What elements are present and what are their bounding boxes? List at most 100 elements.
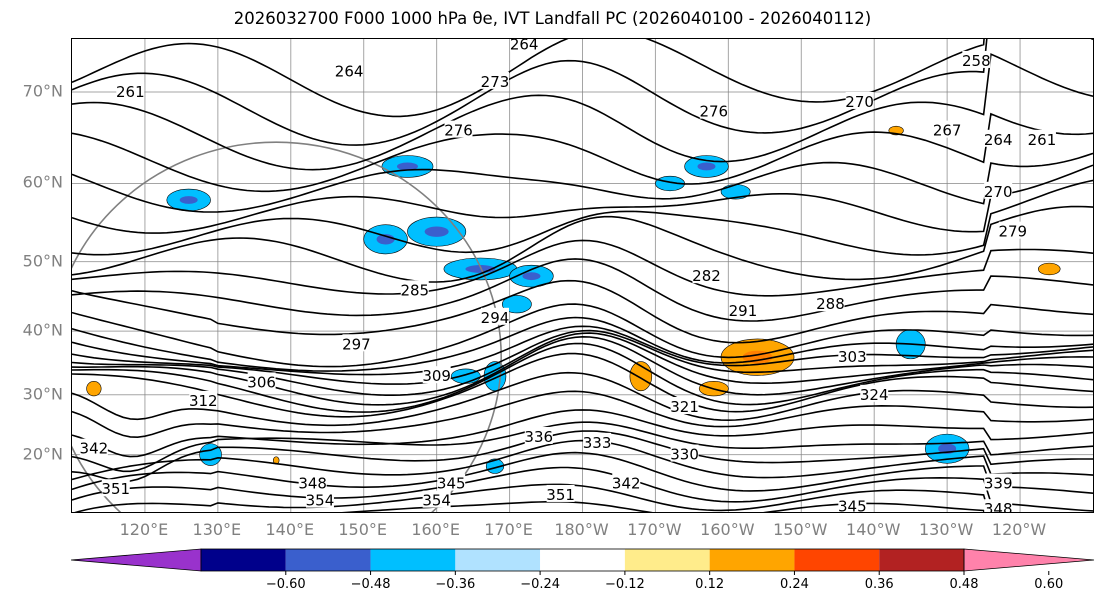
contour-label-text: 264 (984, 131, 1013, 149)
longitude-label: 120°W (991, 520, 1047, 539)
contour-label-text: 285 (400, 281, 429, 299)
latitude-label: 50°N (22, 251, 63, 271)
contour-label-text: 306 (247, 373, 276, 391)
contour-label: 270 (845, 91, 874, 111)
contour-label-text: 351 (546, 486, 575, 504)
theta-e-contour (72, 205, 1093, 283)
colorbar-tick-label: 0.24 (779, 577, 809, 592)
theta-e-contour (72, 430, 1093, 483)
contour-label: 279 (998, 221, 1027, 241)
contour-label-text: 345 (437, 475, 466, 493)
contour-label-text: 273 (481, 73, 510, 91)
theta-e-contour (72, 329, 1093, 385)
theta-e-contour (72, 279, 1093, 344)
colorbar-segment (879, 549, 964, 571)
negative-pc-region (501, 295, 532, 314)
contour-label-text: 348 (984, 500, 1013, 512)
contour-label-text: 303 (838, 348, 867, 366)
latitude-label: 40°N (22, 320, 63, 340)
contour-label: 345 (838, 496, 867, 512)
longitude-label: 160°E (411, 520, 460, 539)
contour-label-text: 312 (189, 392, 218, 410)
theta-e-contour (72, 112, 1093, 193)
contour-label: 303 (838, 347, 867, 366)
theta-e-contour (72, 352, 1093, 418)
longitude-label: 160°W (700, 520, 755, 539)
colorbar-segment (370, 549, 456, 571)
contour-label-text: 324 (860, 386, 889, 404)
contour-label: 261 (116, 82, 145, 101)
longitude-label: 130°W (918, 520, 974, 539)
contour-label-text: 288 (816, 295, 845, 313)
theta-e-contour (72, 371, 1093, 427)
contour-label: 333 (583, 432, 612, 452)
contour-label-text: 270 (984, 183, 1013, 201)
contour-label: 291 (729, 301, 757, 320)
strong-pc-core (179, 196, 198, 204)
contour-label: 285 (400, 280, 429, 299)
contour-label-text: 270 (845, 93, 874, 111)
longitude-label: 120°E (119, 520, 169, 539)
colorbar-tick-label: 0.36 (864, 577, 894, 592)
theta-e-contour (72, 303, 1093, 368)
colorbar-segment (624, 549, 710, 571)
theta-e-contour (72, 332, 1093, 396)
contour-label: 264 (335, 61, 364, 81)
contour-label: 273 (481, 71, 510, 91)
contour-label: 270 (984, 181, 1013, 201)
contour-label-text: 351 (101, 480, 130, 498)
contour-label: 339 (984, 473, 1013, 493)
contour-label-text: 264 (510, 39, 539, 54)
theta-e-contours (72, 39, 1093, 512)
contour-label-text: 354 (306, 492, 335, 510)
contour-label: 342 (612, 473, 641, 493)
contour-label-text: 309 (422, 367, 451, 385)
colorbar-extend-low (71, 548, 202, 572)
theta-e-contour (72, 421, 1093, 473)
strong-pc-core (396, 162, 418, 171)
contour-label: 345 (437, 473, 466, 493)
latitude-label: 70°N (22, 81, 63, 101)
theta-e-contour (72, 439, 1093, 481)
theta-e-contour (72, 325, 1093, 376)
contour-label-text: 297 (342, 335, 371, 353)
contour-label-text: 342 (80, 440, 109, 458)
map-title: 2026032700 F000 1000 hPa θe, IVT Landfal… (233, 9, 872, 28)
contour-label: 297 (342, 334, 371, 353)
contour-label-text: 333 (583, 434, 612, 452)
contour-label: 294 (481, 307, 509, 327)
colorbar-outline (200, 548, 965, 572)
theta-e-contour (72, 335, 1093, 406)
theta-e-contour (341, 500, 985, 512)
colorbar-segment (455, 549, 541, 571)
contour-label: 267 (933, 120, 961, 140)
map-canvas: 264 264 273 261 258 270 267 264 261 270 279 282 285 2… (72, 39, 1093, 512)
contour-label: 264 (510, 39, 539, 54)
contour-label-text: 348 (298, 475, 327, 493)
theta-e-contour (72, 316, 1093, 372)
map-panel: 264 264 273 261 258 270 267 264 261 270 279 282 285 2… (71, 38, 1094, 513)
contour-label: 264 (984, 129, 1013, 149)
latitude-label: 60°N (22, 172, 63, 192)
contour-label-text: 321 (670, 398, 699, 416)
strong-pc-core (697, 162, 716, 171)
theta-e-contour (72, 179, 1093, 256)
contour-label-text: 261 (1028, 131, 1057, 149)
contour-label: 342 (80, 438, 109, 458)
theta-e-contour (74, 483, 990, 512)
contour-label-text: 264 (335, 63, 364, 81)
contour-label: 351 (546, 484, 575, 504)
colorbar-segment (540, 549, 625, 571)
colorbar-extend-high (963, 548, 1095, 572)
positive-pc-region (86, 381, 102, 397)
contour-label: 288 (816, 294, 845, 313)
colorbar-segment (285, 549, 371, 571)
contour-label-text: 336 (524, 428, 553, 446)
longitude-label: 150°E (338, 520, 388, 539)
longitude-label: 150°W (773, 520, 828, 539)
contour-label: 348 (984, 499, 1013, 512)
contour-label: 354 (422, 490, 451, 510)
colorbar-segment (201, 549, 286, 571)
contour-label-text: 345 (838, 497, 867, 512)
latitude-label: 30°N (22, 384, 63, 404)
